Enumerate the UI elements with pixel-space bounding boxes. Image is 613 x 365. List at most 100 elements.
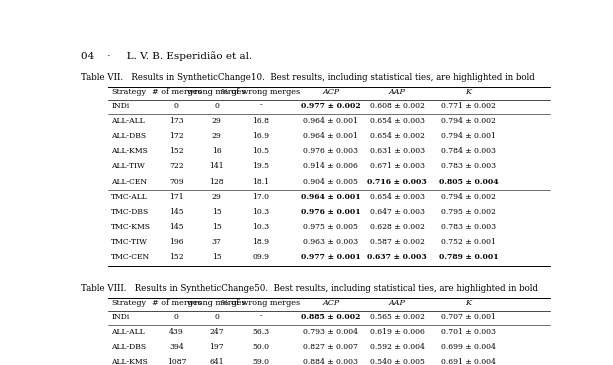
Text: 196: 196 <box>169 238 184 246</box>
Text: ACP: ACP <box>322 88 340 96</box>
Text: INDi: INDi <box>112 102 129 110</box>
Text: 145: 145 <box>169 223 184 231</box>
Text: TMC-CEN: TMC-CEN <box>112 253 151 261</box>
Text: 0: 0 <box>174 102 179 110</box>
Text: 15: 15 <box>212 208 222 216</box>
Text: 0.964 ± 0.001: 0.964 ± 0.001 <box>303 132 358 140</box>
Text: 0: 0 <box>174 312 179 320</box>
Text: Table VIII.   Results in SyntheticChange50.  Best results, including statistical: Table VIII. Results in SyntheticChange50… <box>82 284 538 293</box>
Text: TMC-TIW: TMC-TIW <box>112 238 148 246</box>
Text: 152: 152 <box>169 147 184 155</box>
Text: 10.3: 10.3 <box>253 223 270 231</box>
Text: 0.793 ± 0.004: 0.793 ± 0.004 <box>303 328 358 336</box>
Text: 0.795 ± 0.002: 0.795 ± 0.002 <box>441 208 496 216</box>
Text: 173: 173 <box>169 117 184 125</box>
Text: 0.794 ± 0.002: 0.794 ± 0.002 <box>441 193 496 201</box>
Text: 0.964 ± 0.001: 0.964 ± 0.001 <box>303 117 358 125</box>
Text: Strategy: Strategy <box>112 299 147 307</box>
Text: 0.671 ± 0.003: 0.671 ± 0.003 <box>370 162 425 170</box>
Text: -: - <box>260 102 262 110</box>
Text: 29: 29 <box>212 193 222 201</box>
Text: K: K <box>465 299 471 307</box>
Text: 0.707 ± 0.001: 0.707 ± 0.001 <box>441 312 496 320</box>
Text: ALL-TIW: ALL-TIW <box>112 162 145 170</box>
Text: 171: 171 <box>169 193 184 201</box>
Text: 0.654 ± 0.003: 0.654 ± 0.003 <box>370 117 425 125</box>
Text: 10.5: 10.5 <box>253 147 270 155</box>
Text: 56.3: 56.3 <box>253 328 270 336</box>
Text: 0.592 ± 0.004: 0.592 ± 0.004 <box>370 343 425 351</box>
Text: 29: 29 <box>212 117 222 125</box>
Text: -: - <box>260 312 262 320</box>
Text: ALL-ALL: ALL-ALL <box>112 117 145 125</box>
Text: K: K <box>465 88 471 96</box>
Text: 0.977 ± 0.002: 0.977 ± 0.002 <box>301 102 360 110</box>
Text: wrong merges: wrong merges <box>188 88 246 96</box>
Text: ACP: ACP <box>322 299 340 307</box>
Text: 0.976 ± 0.001: 0.976 ± 0.001 <box>301 208 360 216</box>
Text: % of wrong merges: % of wrong merges <box>221 88 300 96</box>
Text: AAP: AAP <box>389 299 406 307</box>
Text: 0.628 ± 0.002: 0.628 ± 0.002 <box>370 223 425 231</box>
Text: 0.654 ± 0.003: 0.654 ± 0.003 <box>370 193 425 201</box>
Text: 0.752 ± 0.001: 0.752 ± 0.001 <box>441 238 496 246</box>
Text: 0.885 ± 0.002: 0.885 ± 0.002 <box>301 312 360 320</box>
Text: 18.9: 18.9 <box>253 238 270 246</box>
Text: 0.789 ± 0.001: 0.789 ± 0.001 <box>439 253 498 261</box>
Text: 0: 0 <box>215 102 219 110</box>
Text: 0.976 ± 0.003: 0.976 ± 0.003 <box>303 147 358 155</box>
Text: ALL-KMS: ALL-KMS <box>112 358 148 365</box>
Text: 0.647 ± 0.003: 0.647 ± 0.003 <box>370 208 425 216</box>
Text: 197: 197 <box>210 343 224 351</box>
Text: 16.9: 16.9 <box>253 132 270 140</box>
Text: 15: 15 <box>212 223 222 231</box>
Text: INDi: INDi <box>112 312 129 320</box>
Text: 29: 29 <box>212 132 222 140</box>
Text: 18.1: 18.1 <box>253 178 270 185</box>
Text: 128: 128 <box>210 178 224 185</box>
Text: AAP: AAP <box>389 88 406 96</box>
Text: 141: 141 <box>210 162 224 170</box>
Text: 0.977 ± 0.001: 0.977 ± 0.001 <box>301 253 360 261</box>
Text: 17.0: 17.0 <box>253 193 270 201</box>
Text: 0.771 ± 0.002: 0.771 ± 0.002 <box>441 102 496 110</box>
Text: TMC-ALL: TMC-ALL <box>112 193 148 201</box>
Text: Table VII.   Results in SyntheticChange10.  Best results, including statistical : Table VII. Results in SyntheticChange10.… <box>82 73 535 82</box>
Text: 709: 709 <box>169 178 184 185</box>
Text: 16.8: 16.8 <box>253 117 270 125</box>
Text: 0.699 ± 0.004: 0.699 ± 0.004 <box>441 343 496 351</box>
Text: 439: 439 <box>169 328 184 336</box>
Text: 0.716 ± 0.003: 0.716 ± 0.003 <box>367 178 427 185</box>
Text: 0.914 ± 0.006: 0.914 ± 0.006 <box>303 162 358 170</box>
Text: 0.587 ± 0.002: 0.587 ± 0.002 <box>370 238 425 246</box>
Text: # of merges: # of merges <box>151 299 201 307</box>
Text: Strategy: Strategy <box>112 88 147 96</box>
Text: TMC-DBS: TMC-DBS <box>112 208 150 216</box>
Text: 722: 722 <box>169 162 184 170</box>
Text: 19.5: 19.5 <box>253 162 270 170</box>
Text: 0.963 ± 0.003: 0.963 ± 0.003 <box>303 238 359 246</box>
Text: 0.783 ± 0.003: 0.783 ± 0.003 <box>441 162 496 170</box>
Text: 37: 37 <box>212 238 222 246</box>
Text: ALL-ALL: ALL-ALL <box>112 328 145 336</box>
Text: 0: 0 <box>215 312 219 320</box>
Text: 0.784 ± 0.003: 0.784 ± 0.003 <box>441 147 496 155</box>
Text: 0.565 ± 0.002: 0.565 ± 0.002 <box>370 312 425 320</box>
Text: 0.904 ± 0.005: 0.904 ± 0.005 <box>303 178 358 185</box>
Text: ALL-KMS: ALL-KMS <box>112 147 148 155</box>
Text: 0.619 ± 0.006: 0.619 ± 0.006 <box>370 328 425 336</box>
Text: 09.9: 09.9 <box>253 253 270 261</box>
Text: 145: 145 <box>169 208 184 216</box>
Text: 15: 15 <box>212 253 222 261</box>
Text: # of merges: # of merges <box>151 88 201 96</box>
Text: TMC-KMS: TMC-KMS <box>112 223 151 231</box>
Text: 0.805 ± 0.004: 0.805 ± 0.004 <box>439 178 498 185</box>
Text: 0.654 ± 0.002: 0.654 ± 0.002 <box>370 132 425 140</box>
Text: 0.827 ± 0.007: 0.827 ± 0.007 <box>303 343 358 351</box>
Text: 0.794 ± 0.002: 0.794 ± 0.002 <box>441 117 496 125</box>
Text: 247: 247 <box>210 328 224 336</box>
Text: 1087: 1087 <box>167 358 186 365</box>
Text: 0.631 ± 0.003: 0.631 ± 0.003 <box>370 147 425 155</box>
Text: 50.0: 50.0 <box>253 343 270 351</box>
Text: 59.0: 59.0 <box>253 358 270 365</box>
